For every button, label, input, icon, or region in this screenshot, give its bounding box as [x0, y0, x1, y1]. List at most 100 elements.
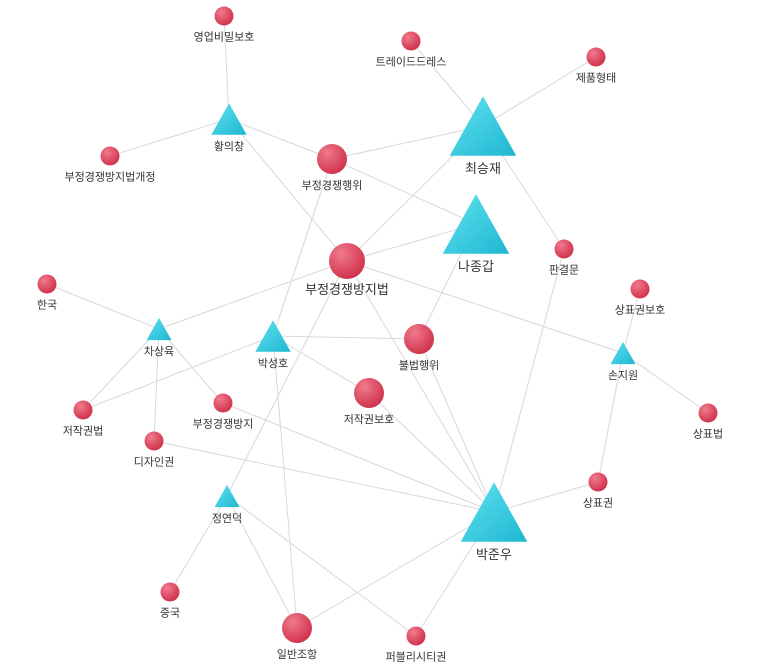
keyword-circle-icon[interactable] [406, 626, 426, 646]
keyword-circle-icon[interactable] [554, 239, 574, 259]
keyword-node-n21[interactable]: 디자인권 [134, 431, 174, 469]
edge-n23-n15 [418, 338, 495, 513]
keyword-node-n24[interactable]: 상표권 [583, 472, 613, 510]
node-label: 불법행위 [399, 359, 439, 372]
person-node-n22[interactable]: 정연덕 [212, 484, 242, 525]
node-label: 상표권 [583, 497, 613, 510]
keyword-node-n1[interactable]: 영업비밀보호 [194, 6, 255, 44]
edge-n22-n25 [169, 495, 228, 593]
node-label: 일반조항 [277, 647, 317, 661]
edge-n23-n21 [153, 440, 495, 513]
node-label: 한국 [37, 299, 57, 312]
person-node-n14[interactable]: 박성호 [255, 320, 291, 370]
keyword-node-n10[interactable]: 부정경쟁방지법 [305, 243, 389, 298]
keyword-node-n25[interactable]: 중국 [160, 582, 180, 620]
person-node-n16[interactable]: 손지원 [608, 341, 638, 382]
keyword-circle-icon[interactable] [317, 144, 347, 174]
node-label: 손지원 [608, 369, 638, 382]
keyword-node-n18[interactable]: 저작권법 [63, 400, 103, 438]
edge-n23-n10 [346, 260, 495, 513]
edge-n4-n7 [228, 118, 333, 160]
keyword-node-n7[interactable]: 부정경쟁행위 [302, 144, 363, 192]
person-triangle-icon[interactable] [442, 194, 510, 254]
node-label: 부정경쟁방지법개정 [64, 171, 155, 184]
keyword-circle-icon[interactable] [404, 324, 434, 354]
edge-n4-n10 [228, 118, 348, 262]
node-label: 저작권보호 [344, 413, 395, 426]
keyword-node-n3[interactable]: 제품형태 [576, 47, 616, 85]
keyword-node-n12[interactable]: 상표권보호 [615, 279, 666, 317]
person-node-n13[interactable]: 차상육 [144, 317, 174, 358]
node-label: 박준우 [476, 548, 512, 563]
edge-n13-n10 [158, 260, 348, 330]
edge-n14-n7 [272, 158, 333, 337]
edge-n16-n12 [622, 288, 641, 354]
node-label: 최승재 [465, 162, 501, 177]
edge-n13-n18 [82, 328, 160, 411]
person-triangle-icon[interactable] [255, 320, 291, 352]
node-label: 영업비밀보호 [194, 31, 255, 44]
keyword-node-n27[interactable]: 퍼블리시티권 [386, 626, 447, 664]
person-triangle-icon[interactable] [211, 103, 247, 135]
keyword-circle-icon[interactable] [354, 378, 384, 408]
person-node-n23[interactable]: 박준우 [460, 482, 528, 563]
edge-n1-n4 [223, 15, 230, 120]
node-label: 정연덕 [212, 512, 242, 525]
edge-n13-n21 [153, 328, 160, 442]
keyword-circle-icon[interactable] [160, 582, 180, 602]
keyword-circle-icon[interactable] [329, 243, 365, 279]
edge-n22-n26 [226, 495, 298, 629]
node-label: 부정경쟁행위 [302, 179, 363, 192]
edge-n16-n10 [346, 260, 624, 354]
edge-n5-n7 [331, 125, 484, 160]
keyword-circle-icon[interactable] [214, 6, 234, 26]
keyword-node-n15[interactable]: 불법행위 [399, 324, 439, 372]
node-label: 부정경쟁방지 [193, 418, 254, 431]
node-label: 차상육 [144, 345, 174, 358]
person-triangle-icon[interactable] [146, 317, 172, 341]
person-node-n8[interactable]: 나종갑 [442, 194, 510, 275]
keyword-circle-icon[interactable] [588, 472, 608, 492]
keyword-circle-icon[interactable] [630, 279, 650, 299]
keyword-circle-icon[interactable] [698, 403, 718, 423]
node-label: 제품형태 [576, 72, 616, 85]
keyword-node-n2[interactable]: 트레이드드레스 [376, 31, 447, 69]
keyword-circle-icon[interactable] [586, 47, 606, 67]
edge-n23-n17 [368, 392, 495, 513]
edge-n14-n17 [272, 335, 370, 394]
keyword-node-n26[interactable]: 일반조항 [277, 613, 317, 661]
keyword-circle-icon[interactable] [37, 274, 57, 294]
keyword-circle-icon[interactable] [144, 431, 164, 451]
edge-n16-n24 [597, 352, 624, 483]
person-node-n5[interactable]: 최승재 [449, 96, 517, 177]
keyword-circle-icon[interactable] [73, 400, 93, 420]
node-label: 나종갑 [458, 260, 494, 275]
keyword-circle-icon[interactable] [213, 393, 233, 413]
node-label: 상표법 [693, 428, 723, 441]
node-label: 판결문 [549, 264, 579, 277]
person-triangle-icon[interactable] [460, 482, 528, 542]
person-triangle-icon[interactable] [610, 341, 636, 365]
keyword-circle-icon[interactable] [282, 613, 312, 643]
edge-n22-n27 [226, 495, 417, 637]
node-label: 디자인권 [134, 456, 174, 469]
node-label: 황의창 [214, 140, 244, 153]
node-label: 상표권보호 [615, 304, 666, 317]
person-node-n4[interactable]: 황의창 [211, 103, 247, 153]
keyword-node-n20[interactable]: 상표법 [693, 403, 723, 441]
keyword-node-n6[interactable]: 부정경쟁방지법개정 [64, 146, 156, 184]
keyword-node-n11[interactable]: 한국 [37, 274, 57, 312]
keyword-node-n19[interactable]: 부정경쟁방지 [193, 393, 254, 431]
keyword-node-n17[interactable]: 저작권보호 [344, 378, 395, 426]
keyword-node-n9[interactable]: 판결문 [549, 239, 579, 277]
person-triangle-icon[interactable] [214, 484, 240, 508]
node-label: 중국 [160, 607, 180, 620]
keyword-circle-icon[interactable] [401, 31, 421, 51]
node-label: 박성호 [258, 357, 288, 370]
node-layer: 영업비밀보호트레이드드레스제품형태황의창최승재부정경쟁방지법개정부정경쟁행위나종… [37, 6, 723, 664]
edge-n14-n15 [272, 335, 420, 340]
person-triangle-icon[interactable] [449, 96, 517, 156]
edge-n22-n10 [226, 260, 348, 497]
node-label: 트레이드드레스 [376, 56, 447, 69]
keyword-circle-icon[interactable] [100, 146, 120, 166]
